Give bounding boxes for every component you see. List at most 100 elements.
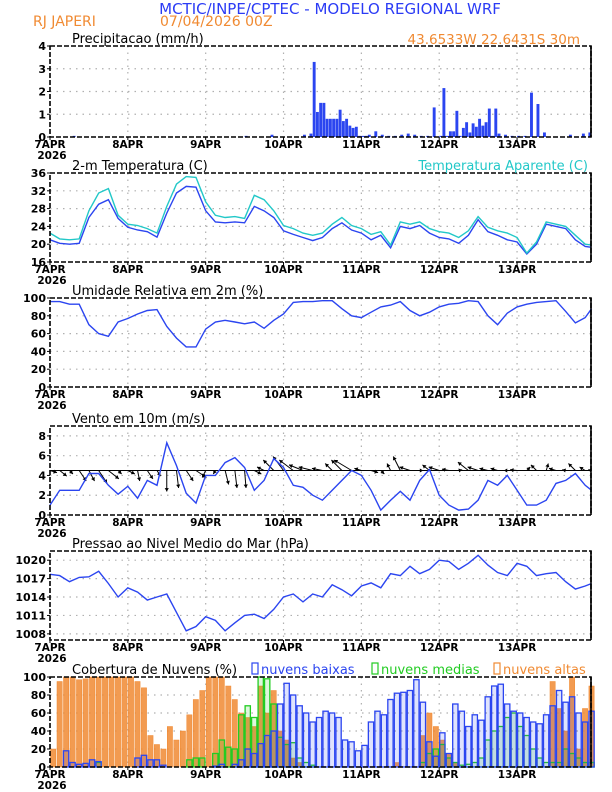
cloud-bar-nuvens-baixas bbox=[497, 683, 505, 768]
panel-title: Umidade Relativa em 2m (%) bbox=[72, 284, 263, 299]
y-tick-label: 80 bbox=[31, 689, 47, 702]
wind-arrowhead bbox=[380, 470, 385, 474]
cloud-bar-nuvens-baixas bbox=[270, 730, 277, 768]
y-tick-label: 20 bbox=[31, 743, 47, 756]
cloud-bar-nuvens-medias bbox=[218, 739, 226, 768]
precip-bar bbox=[461, 127, 465, 137]
cloud-bar-nuvens-altas bbox=[199, 690, 206, 768]
wind-arrowhead bbox=[257, 470, 262, 475]
wind-arrowhead bbox=[545, 463, 550, 468]
cloud-bar-nuvens-baixas bbox=[328, 712, 336, 768]
cloud-bar-nuvens-baixas bbox=[218, 763, 226, 768]
panel-title: Precipitacao (mm/h) bbox=[72, 32, 204, 47]
wind-arrowhead bbox=[422, 464, 427, 469]
x-tick-label: 9APR bbox=[190, 769, 221, 781]
cloud-bar-nuvens-baixas bbox=[516, 712, 524, 768]
wind-arrowhead bbox=[331, 460, 336, 464]
precip-bar bbox=[530, 92, 533, 137]
y-tick-label: 28 bbox=[31, 203, 46, 216]
wind-arrowhead bbox=[213, 470, 217, 474]
y-tick-label: 100 bbox=[23, 292, 46, 305]
x-tick-label: 7APR bbox=[34, 264, 65, 276]
cloud-bar-nuvens-altas bbox=[179, 730, 186, 768]
cloud-bar-nuvens-baixas bbox=[283, 682, 290, 768]
y-tick-label: 0 bbox=[38, 131, 46, 144]
cloud-bar-nuvens-baixas bbox=[426, 741, 433, 768]
cloud-bar-nuvens-baixas bbox=[354, 750, 362, 768]
x-tick-label: 12APR bbox=[420, 642, 459, 654]
wind-arrowhead bbox=[243, 484, 248, 488]
wind-arrowhead bbox=[503, 468, 508, 473]
wind-arrowhead bbox=[288, 464, 293, 469]
x-tick-label: 7APR bbox=[34, 517, 65, 529]
x-tick-label: 9APR bbox=[190, 264, 221, 276]
wind-arrowhead bbox=[263, 460, 268, 464]
x-tick-label: 7APR bbox=[34, 769, 65, 781]
cloud-bar-nuvens-baixas bbox=[309, 721, 316, 768]
cloud-bar-nuvens-baixas bbox=[529, 721, 537, 768]
cloud-bar-nuvens-baixas bbox=[477, 719, 485, 768]
y-tick-label: 8 bbox=[38, 430, 46, 443]
y-tick-label: 36 bbox=[31, 167, 47, 180]
y-tick-label: 1020 bbox=[15, 554, 46, 567]
precip-bar bbox=[338, 109, 342, 137]
x-tick-label: 13APR bbox=[498, 769, 537, 781]
precip-bar bbox=[568, 134, 572, 137]
y-tick-label: 4 bbox=[38, 40, 46, 53]
x-tick-label: 11APR bbox=[342, 769, 381, 781]
legend-swatch-icon bbox=[251, 662, 259, 675]
cloud-bar-nuvens-baixas bbox=[140, 754, 148, 768]
precip-bar bbox=[504, 134, 507, 137]
y-tick-label: 80 bbox=[31, 310, 47, 323]
y-tick-label: 0 bbox=[38, 761, 46, 774]
precip-bar bbox=[341, 121, 345, 137]
precip-bar bbox=[478, 118, 482, 137]
cloud-bar-nuvens-baixas bbox=[380, 714, 388, 768]
precip-bar bbox=[542, 132, 546, 137]
x-tick-year-label: 2026 bbox=[37, 528, 66, 540]
cloud-bar-nuvens-altas bbox=[134, 681, 141, 768]
y-tick-label: 2 bbox=[38, 86, 46, 99]
precip-bar bbox=[354, 126, 358, 137]
wind-arrowhead bbox=[325, 463, 330, 468]
cloud-bar-nuvens-altas bbox=[205, 676, 212, 768]
y-tick-label: 16 bbox=[31, 256, 47, 269]
x-tick-label: 10APR bbox=[264, 517, 303, 529]
cloud-bar-nuvens-altas bbox=[50, 748, 57, 768]
wind-arrowhead bbox=[334, 459, 339, 464]
wind-arrowhead bbox=[467, 466, 472, 471]
cloud-bar-nuvens-baixas bbox=[335, 716, 342, 768]
cloud-bar-nuvens-baixas bbox=[88, 759, 96, 768]
wind-arrowhead bbox=[530, 464, 535, 469]
wind-arrowhead bbox=[62, 472, 67, 477]
cloud-bar-nuvens-baixas bbox=[134, 757, 141, 768]
legend-swatch-icon bbox=[371, 662, 379, 675]
cloud-bar-nuvens-altas bbox=[76, 679, 82, 768]
x-tick-label: 13APR bbox=[498, 517, 537, 529]
precip-bar bbox=[309, 133, 313, 137]
x-tick-label: 10APR bbox=[264, 642, 303, 654]
cloud-bar-nuvens-baixas bbox=[555, 689, 563, 768]
x-tick-label: 8APR bbox=[112, 517, 143, 529]
precip-bar bbox=[312, 61, 316, 137]
precip-bar bbox=[581, 133, 585, 137]
y-tick-label: 40 bbox=[31, 345, 47, 358]
wind-arrowhead bbox=[386, 463, 391, 468]
precip-bar bbox=[400, 134, 404, 137]
x-tick-label: 9APR bbox=[190, 139, 221, 151]
y-tick-label: 20 bbox=[31, 363, 47, 376]
y-tick-label: 1014 bbox=[15, 591, 46, 604]
y-tick-label: 2 bbox=[38, 489, 46, 502]
wind-arrowhead bbox=[374, 469, 379, 474]
legend-swatch-icon bbox=[493, 662, 501, 675]
wind-arrowhead bbox=[354, 467, 359, 472]
legend-label: nuvens altas bbox=[503, 663, 586, 678]
y-tick-label: 24 bbox=[31, 220, 47, 233]
precip-bar bbox=[452, 131, 456, 137]
y-tick-label: 0 bbox=[38, 509, 46, 522]
x-tick-label: 11APR bbox=[342, 389, 381, 401]
cloud-bar-nuvens-baixas bbox=[471, 714, 479, 768]
